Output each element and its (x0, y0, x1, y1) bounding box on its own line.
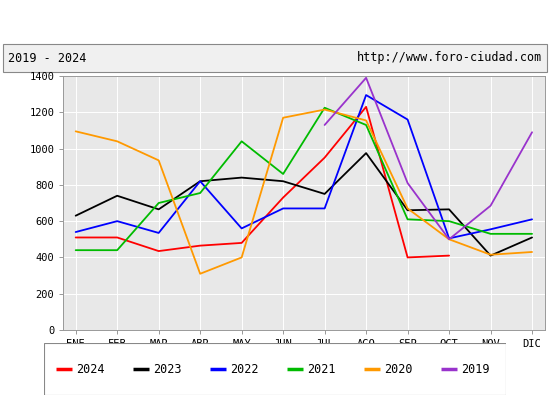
Text: 2024: 2024 (76, 363, 105, 376)
Text: http://www.foro-ciudad.com: http://www.foro-ciudad.com (356, 52, 542, 64)
Text: Evolucion Nº Turistas Nacionales en el municipio de Pelayos de la Presa: Evolucion Nº Turistas Nacionales en el m… (4, 14, 546, 28)
Text: 2019: 2019 (461, 363, 490, 376)
Text: 2019 - 2024: 2019 - 2024 (8, 52, 87, 64)
Text: 2022: 2022 (230, 363, 259, 376)
Text: 2023: 2023 (153, 363, 182, 376)
Text: 2020: 2020 (384, 363, 413, 376)
Text: 2021: 2021 (307, 363, 336, 376)
